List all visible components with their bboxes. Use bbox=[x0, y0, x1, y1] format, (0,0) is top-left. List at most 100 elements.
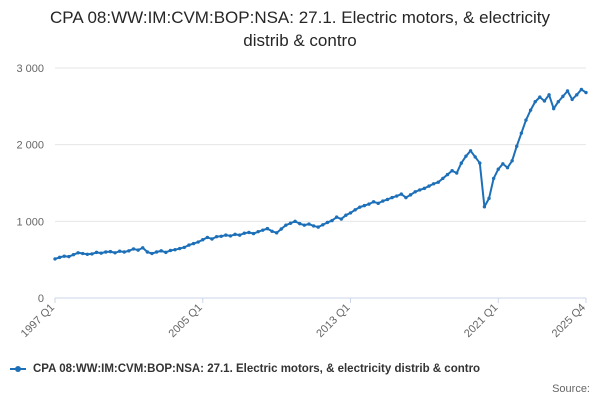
series-marker bbox=[542, 99, 547, 103]
series-marker bbox=[422, 186, 427, 191]
y-tick-label: 0 bbox=[38, 293, 44, 305]
series-marker bbox=[381, 199, 385, 203]
series-marker bbox=[298, 221, 302, 226]
series-marker bbox=[399, 192, 404, 196]
series-marker bbox=[413, 190, 417, 194]
series-marker bbox=[233, 232, 237, 237]
series-marker bbox=[182, 245, 186, 250]
series-marker bbox=[570, 97, 574, 102]
series-marker bbox=[427, 184, 431, 188]
legend-line-icon bbox=[10, 366, 26, 372]
series-marker bbox=[122, 250, 126, 254]
series-marker bbox=[528, 108, 533, 112]
series-marker bbox=[538, 95, 542, 99]
series-marker bbox=[104, 250, 108, 254]
series-marker bbox=[445, 172, 450, 177]
series-marker bbox=[575, 93, 579, 97]
x-tick-label: 1997 Q1 bbox=[19, 302, 57, 340]
series-marker bbox=[62, 254, 66, 258]
x-tick-label: 2005 Q1 bbox=[167, 302, 205, 340]
chart-title: CPA 08:WW:IM:CVM:BOP:NSA: 27.1. Electric… bbox=[49, 8, 551, 50]
series-marker bbox=[376, 201, 380, 206]
series-marker bbox=[408, 193, 413, 197]
series-marker bbox=[265, 226, 270, 231]
series-marker bbox=[57, 255, 62, 260]
series-marker bbox=[205, 235, 210, 240]
series-marker bbox=[325, 220, 330, 225]
series-marker bbox=[339, 217, 343, 221]
series-marker bbox=[394, 194, 399, 198]
x-tick-label: 2025 Q4 bbox=[550, 302, 588, 340]
series-marker bbox=[85, 252, 90, 256]
series-marker bbox=[455, 171, 459, 175]
series-marker bbox=[348, 211, 353, 215]
series-marker bbox=[547, 93, 551, 97]
source-label: Source: bbox=[552, 383, 590, 395]
series-marker bbox=[496, 167, 500, 171]
series-marker bbox=[436, 180, 440, 184]
series-marker bbox=[196, 240, 200, 244]
series-marker bbox=[288, 221, 293, 225]
series-marker bbox=[358, 205, 362, 209]
series-marker bbox=[556, 100, 560, 104]
series-marker bbox=[293, 219, 297, 224]
series-marker bbox=[450, 169, 454, 173]
series-marker bbox=[464, 154, 468, 158]
series-marker bbox=[164, 250, 168, 255]
x-tick-label: 2013 Q1 bbox=[314, 302, 352, 340]
series-marker bbox=[533, 100, 537, 104]
series-marker bbox=[81, 251, 85, 256]
series-marker bbox=[113, 251, 117, 255]
series-marker bbox=[565, 89, 570, 93]
series-marker bbox=[71, 252, 76, 257]
series-marker bbox=[515, 144, 519, 148]
series-marker bbox=[53, 257, 57, 261]
series-marker bbox=[284, 223, 288, 227]
legend-dot-icon bbox=[15, 366, 21, 372]
series-marker bbox=[90, 252, 94, 256]
series-marker bbox=[191, 241, 196, 246]
series-marker bbox=[150, 251, 154, 256]
series-marker bbox=[524, 118, 528, 122]
series-marker bbox=[251, 231, 256, 236]
series-marker bbox=[431, 182, 436, 186]
series-marker bbox=[478, 161, 482, 165]
series-marker bbox=[117, 249, 122, 253]
series-marker bbox=[353, 208, 357, 212]
series-marker bbox=[501, 162, 505, 166]
series-marker bbox=[491, 176, 496, 181]
series-marker bbox=[76, 251, 80, 255]
series-marker bbox=[274, 231, 279, 235]
series-marker bbox=[99, 251, 103, 255]
series-marker bbox=[441, 176, 445, 181]
series-marker bbox=[187, 243, 191, 247]
series-marker bbox=[584, 90, 588, 95]
series-marker bbox=[334, 215, 339, 219]
series-marker bbox=[173, 248, 177, 252]
series-marker bbox=[473, 155, 477, 159]
series-marker bbox=[362, 203, 367, 208]
y-tick-label: 2 000 bbox=[16, 140, 44, 152]
series-marker bbox=[247, 230, 251, 235]
series-marker bbox=[459, 161, 464, 165]
legend-item[interactable]: CPA 08:WW:IM:CVM:BOP:NSA: 27.1. Electric… bbox=[10, 363, 480, 375]
series-marker bbox=[214, 234, 219, 239]
series-marker bbox=[141, 246, 145, 250]
series-marker bbox=[256, 229, 260, 234]
series-marker bbox=[482, 205, 487, 209]
series-marker bbox=[210, 237, 214, 241]
series-marker bbox=[242, 231, 247, 235]
series-marker bbox=[510, 159, 514, 163]
series-marker bbox=[224, 233, 228, 237]
series-marker bbox=[108, 249, 113, 254]
series-marker bbox=[159, 249, 163, 253]
series-marker bbox=[321, 223, 325, 227]
series-marker bbox=[67, 254, 71, 259]
series-marker bbox=[316, 225, 320, 229]
series-marker bbox=[145, 250, 150, 254]
series-marker bbox=[168, 248, 173, 253]
series-marker bbox=[579, 87, 584, 92]
series-marker bbox=[551, 106, 556, 111]
series-marker bbox=[519, 131, 524, 135]
